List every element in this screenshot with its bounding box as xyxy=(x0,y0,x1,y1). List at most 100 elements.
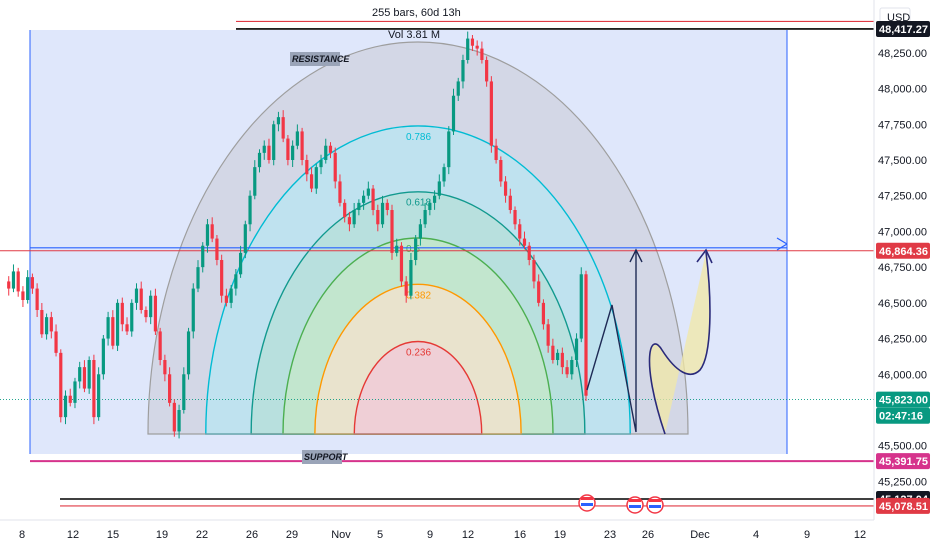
time-tick-label: 22 xyxy=(196,529,208,541)
candle-body xyxy=(120,302,124,325)
candle-body xyxy=(466,38,470,60)
price-tick-label: 45,500.00 xyxy=(878,441,927,453)
time-tick-label: 29 xyxy=(286,529,298,541)
candle-body xyxy=(139,288,143,310)
price-tag-bg xyxy=(876,453,930,470)
candle-body xyxy=(295,131,299,146)
time-tick-label: 26 xyxy=(642,529,654,541)
candle-body xyxy=(134,288,139,303)
candle-body xyxy=(442,167,446,182)
candle-body xyxy=(224,295,228,303)
candle-body xyxy=(347,217,352,225)
candle-body xyxy=(532,260,536,282)
candle-body xyxy=(234,274,238,289)
us-flag-icon[interactable] xyxy=(578,494,596,512)
us-flag-icon[interactable] xyxy=(646,496,664,514)
candle-body xyxy=(97,374,101,418)
candle-body xyxy=(87,360,91,389)
candle-body xyxy=(437,181,441,196)
candle-body xyxy=(158,331,162,360)
price-tag-label: 45,823.00 xyxy=(879,395,928,407)
candle-body xyxy=(494,145,498,160)
time-tick-label: 26 xyxy=(246,529,258,541)
time-tick-label: 9 xyxy=(804,529,810,541)
candle-body xyxy=(565,367,569,375)
candle-body xyxy=(338,181,342,203)
candle-body xyxy=(485,60,489,82)
candle-body xyxy=(362,195,366,203)
resistance-label: RESISTANCE xyxy=(292,54,350,64)
candle-body xyxy=(115,302,120,346)
price-tick-label: 47,750.00 xyxy=(878,119,927,131)
projection-drawings[interactable] xyxy=(586,237,788,435)
price-tag-label: 02:47:16 xyxy=(879,411,923,423)
candle-body xyxy=(556,352,560,360)
candle-body xyxy=(30,277,34,289)
economic-events[interactable] xyxy=(578,494,664,514)
fib-label-0-786: 0.786 xyxy=(406,132,431,143)
time-tick-label: Dec xyxy=(690,529,710,541)
candle-body xyxy=(106,317,110,339)
candle-body xyxy=(423,210,427,225)
us-flag-icon[interactable] xyxy=(626,496,644,514)
candle-body xyxy=(432,195,437,203)
candle-body xyxy=(153,295,158,332)
curved-projection-shape[interactable] xyxy=(648,251,711,435)
time-tick-label: 19 xyxy=(554,529,566,541)
volume-info-text: Vol 3.81 M xyxy=(388,29,440,41)
candle-body xyxy=(480,48,484,60)
candle-body xyxy=(584,274,588,396)
candle-body xyxy=(59,352,63,418)
candle-body xyxy=(215,238,219,260)
candle-body xyxy=(44,317,49,335)
price-candles xyxy=(7,31,588,439)
candle-body xyxy=(456,81,460,96)
price-tag-bg xyxy=(876,20,930,37)
candle-body xyxy=(333,152,337,182)
candle-body xyxy=(7,281,11,289)
candle-body xyxy=(409,260,413,296)
time-tick-label: 16 xyxy=(514,529,526,541)
price-tick-label: 47,250.00 xyxy=(878,191,927,203)
candle-body xyxy=(248,195,252,225)
time-tick-label: 4 xyxy=(753,529,759,541)
fib-label-0-5: 0.5 xyxy=(406,244,420,255)
candle-body xyxy=(319,160,323,168)
candle-body xyxy=(328,145,333,153)
candle-body xyxy=(305,160,309,175)
fib-label-0-236: 0.236 xyxy=(406,347,431,358)
resistance-label-box xyxy=(290,52,340,66)
candle-body xyxy=(574,338,579,360)
candle-body xyxy=(78,367,82,382)
candle-body xyxy=(111,317,115,346)
candle-body xyxy=(324,145,328,160)
time-tick-label: 5 xyxy=(377,529,383,541)
candle-body xyxy=(163,360,167,375)
candle-body xyxy=(522,238,527,246)
candle-body xyxy=(267,145,271,160)
candle-body xyxy=(272,124,276,160)
candle-body xyxy=(371,188,375,210)
price-tag-label: 46,864.36 xyxy=(879,246,928,258)
zigzag-projection-path[interactable] xyxy=(586,250,637,433)
candle-body xyxy=(541,302,546,325)
candle-body xyxy=(201,245,205,268)
candle-body xyxy=(16,271,20,292)
fib-label-0-618: 0.618 xyxy=(406,198,431,209)
candle-body xyxy=(461,60,465,82)
candle-body xyxy=(395,245,399,253)
candle-body xyxy=(243,224,247,253)
candle-body xyxy=(238,252,243,275)
candle-body xyxy=(130,302,134,332)
range-info-text: 255 bars, 60d 13h xyxy=(372,7,461,19)
candle-body xyxy=(253,167,257,196)
price-tag-bg xyxy=(876,407,930,424)
candle-body xyxy=(560,352,564,368)
candle-body xyxy=(376,210,380,225)
candle-body xyxy=(286,138,290,160)
price-tag-bg xyxy=(876,391,930,408)
price-tick-label: 46,250.00 xyxy=(878,334,927,346)
candle-body xyxy=(527,245,531,260)
